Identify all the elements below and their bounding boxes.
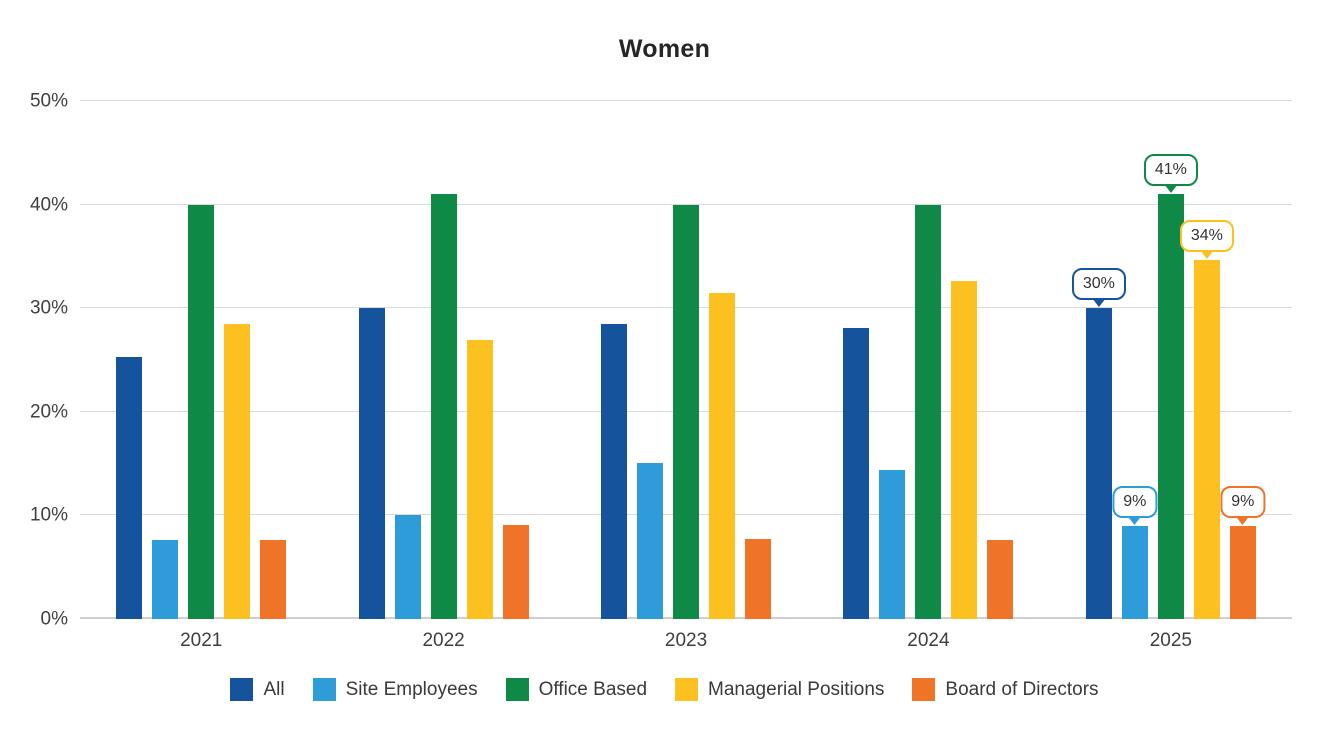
bar-2024-board-of-directors [987, 540, 1014, 619]
bar-2025-managerial-positions: 34% [1179, 219, 1234, 619]
legend-item-site-employees: Site Employees [312, 678, 478, 701]
x-tick-label-2024: 2024 [907, 630, 950, 651]
legend-item-office-based: Office Based [505, 678, 648, 701]
y-axis: 0% 10% 20% 30% 40% 50% [0, 92, 68, 629]
bar-2022-site-employees [394, 515, 421, 619]
data-label-board-of-directors-2025: 9% [1220, 485, 1266, 525]
bar-2023-office-based [673, 204, 700, 619]
bar-2024-all [843, 327, 870, 619]
bar-2025-all: 30% [1071, 268, 1126, 619]
legend-item-managerial-positions: Managerial Positions [675, 678, 884, 701]
bar-2024-site-employees [879, 469, 906, 619]
bar-2023-all [601, 323, 628, 619]
gridline-50% [80, 100, 1292, 101]
bar-group-2022 [322, 101, 564, 619]
legend: All Site Employees Office Based Managerial … [0, 678, 1329, 701]
bar-2021-site-employees [152, 540, 179, 619]
legend-item-board-of-directors: Board of Directors [912, 678, 1099, 701]
legend-label: Managerial Positions [708, 678, 885, 700]
bar-2023-managerial-positions [709, 292, 736, 619]
bar-group-2023 [565, 101, 807, 619]
data-label-text: 30% [1082, 275, 1115, 293]
bar-2022-all [358, 308, 385, 619]
y-tick-label-50%: 50% [29, 90, 68, 112]
bar-group-2024 [807, 101, 1049, 619]
y-tick-label-0%: 0% [40, 608, 68, 630]
bar-2021-board-of-directors [260, 540, 287, 619]
data-label-office-based-2025: 41% [1143, 154, 1198, 194]
plot-area: 30% 9% 41% 34% 9% [80, 100, 1292, 619]
callout-pointer [1199, 249, 1214, 259]
legend-swatch-managerial-positions [675, 678, 699, 701]
y-tick-label-10%: 10% [29, 504, 68, 526]
bar-2024-managerial-positions [951, 281, 978, 619]
data-label-text: 41% [1154, 161, 1187, 179]
callout-pointer [1127, 515, 1142, 525]
bar-group-2021 [80, 101, 322, 619]
data-label-managerial-positions-2025: 34% [1179, 219, 1234, 259]
bar-2025-office-based: 41% [1143, 154, 1198, 619]
bar-2023-site-employees [637, 462, 664, 619]
bar-group-2025: 30% 9% 41% 34% 9% [1050, 101, 1292, 619]
data-label-text: 9% [1123, 492, 1147, 510]
bar-2021-all [116, 356, 143, 619]
y-tick-label-30%: 30% [29, 297, 68, 319]
x-tick-label-2022: 2022 [422, 630, 465, 651]
bar-2022-managerial-positions [466, 340, 493, 619]
callout-pointer [1091, 298, 1106, 308]
x-axis: 2021 2022 2023 2024 2025 [80, 630, 1292, 652]
legend-label: All [263, 678, 285, 700]
bar-2025-board-of-directors: 9% [1220, 485, 1266, 619]
gridline-40% [80, 203, 1292, 205]
bar-2025-site-employees: 9% [1112, 485, 1158, 619]
y-tick-label-40%: 40% [29, 194, 68, 216]
x-tick-label-2023: 2023 [664, 630, 708, 651]
bar-2024-office-based [915, 204, 942, 619]
data-label-text: 34% [1190, 226, 1223, 244]
bar-2021-office-based [188, 204, 215, 619]
callout-pointer [1235, 515, 1250, 525]
legend-swatch-site-employees [312, 678, 336, 701]
chart-title: Women [618, 35, 711, 63]
legend-label: Site Employees [345, 678, 478, 700]
data-label-site-employees-2025: 9% [1112, 485, 1158, 525]
legend-swatch-all [230, 678, 254, 701]
bar-2021-managerial-positions [224, 323, 251, 619]
data-label-all-2025: 30% [1071, 268, 1126, 308]
y-tick-label-20%: 20% [29, 401, 68, 423]
callout-pointer [1163, 184, 1178, 194]
bar-groups: 30% 9% 41% 34% 9% [80, 101, 1292, 619]
legend-item-all: All [230, 678, 285, 701]
bar-2023-board-of-directors [745, 539, 772, 619]
legend-swatch-board-of-directors [912, 678, 936, 701]
bar-2022-board-of-directors [502, 524, 529, 619]
legend-label: Board of Directors [945, 678, 1099, 700]
bar-2022-office-based [430, 194, 457, 619]
x-tick-label-2025: 2025 [1149, 630, 1192, 651]
legend-swatch-office-based [505, 678, 529, 701]
x-tick-label-2021: 2021 [180, 630, 223, 651]
data-label-text: 9% [1231, 492, 1255, 510]
legend-label: Office Based [538, 678, 648, 700]
